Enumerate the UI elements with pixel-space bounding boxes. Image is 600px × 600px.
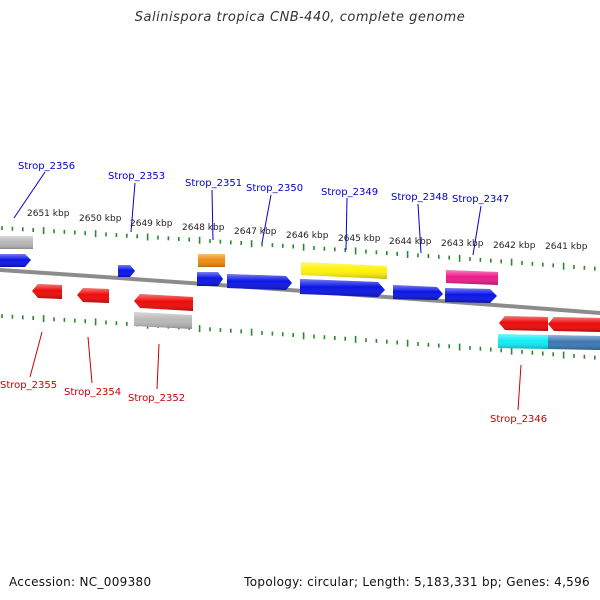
leader-line	[87, 336, 93, 384]
kbp-label: 2641 kbp	[545, 242, 588, 252]
gene-label[interactable]: Strop_2351	[185, 178, 242, 189]
kbp-label: 2647 kbp	[234, 227, 277, 237]
kbp-label: 2643 kbp	[441, 239, 484, 249]
kbp-label: 2650 kbp	[79, 214, 122, 224]
kbp-label: 2644 kbp	[389, 237, 432, 247]
leader-line	[417, 203, 422, 254]
accession-text: Accession: NC_009380	[9, 575, 152, 589]
map-title: Salinispora tropica CNB-440, complete ge…	[134, 10, 466, 25]
kbp-label: 2642 kbp	[493, 241, 536, 251]
leader-line	[13, 171, 46, 219]
kbp-label: 2645 kbp	[338, 234, 381, 244]
leader-line	[345, 197, 348, 251]
gene-label[interactable]: Strop_2346	[490, 414, 547, 425]
leader-line	[130, 182, 136, 233]
leader-line	[29, 331, 43, 378]
leader-line	[211, 189, 214, 241]
leader-line	[261, 194, 272, 244]
gene-label[interactable]: Strop_2353	[108, 171, 165, 182]
leader-line	[472, 205, 482, 256]
gene-label[interactable]: Strop_2347	[452, 194, 509, 205]
gene-label[interactable]: Strop_2355	[0, 380, 57, 391]
gene-label[interactable]: Strop_2354	[64, 387, 121, 398]
gene-features	[0, 236, 600, 350]
kbp-label: 2649 kbp	[130, 219, 173, 229]
kbp-label: 2648 kbp	[182, 223, 225, 233]
gene-label[interactable]: Strop_2356	[18, 161, 75, 172]
leader-line	[517, 364, 522, 411]
lower-gene-labels: Strop_2355 Strop_2354 Strop_2352 Strop_2…	[0, 331, 547, 425]
genome-summary-text: Topology: circular; Length: 5,183,331 bp…	[244, 575, 590, 589]
upper-gene-labels: Strop_2356 Strop_2353 Strop_2351 Strop_2…	[13, 161, 509, 256]
kbp-label: 2651 kbp	[27, 209, 70, 219]
gene-label[interactable]: Strop_2350	[246, 183, 303, 194]
leader-line	[156, 343, 160, 390]
gene-label[interactable]: Strop_2349	[321, 187, 378, 198]
kbp-label: 2646 kbp	[286, 231, 329, 241]
gene-label[interactable]: Strop_2352	[128, 393, 185, 404]
kbp-scale: 2651 kbp 2650 kbp 2649 kbp 2648 kbp 2647…	[27, 209, 588, 252]
gene-label[interactable]: Strop_2348	[391, 192, 448, 203]
